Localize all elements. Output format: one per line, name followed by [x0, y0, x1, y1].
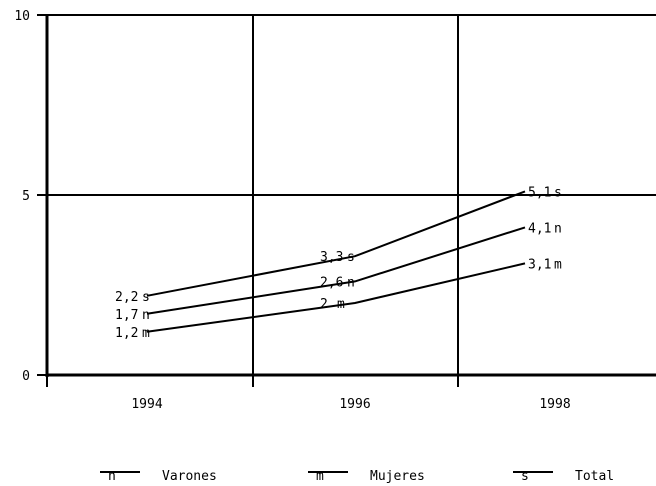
series-marker: m [554, 257, 562, 272]
series-marker: s [554, 185, 562, 200]
data-label: 3,1 [528, 257, 551, 272]
data-label: 3,3 [320, 250, 343, 265]
x-axis-ticks: 1994 1996 1998 [131, 397, 570, 412]
legend: n Varones m Mujeres s Total [100, 469, 614, 484]
x-tick-label: 1994 [131, 397, 162, 412]
series-marker: n [142, 308, 150, 323]
y-axis-ticks: 0 5 10 [14, 9, 47, 384]
data-label: 4,1 [528, 221, 551, 236]
data-label: 5,1 [528, 185, 551, 200]
data-label: 2,2 [115, 290, 138, 305]
x-tick-label: 1996 [339, 397, 370, 412]
data-labels: 1,7 n2,6 n4,1 n1,2 m2 m3,1 m2,2 s3,3 s5,1 s [115, 185, 562, 340]
series-line-varones [146, 226, 526, 315]
series-marker: s [142, 290, 150, 305]
data-label: 1,2 [115, 326, 138, 341]
legend-marker: n [108, 469, 116, 484]
series-line-total [146, 190, 526, 297]
y-tick-label: 5 [22, 189, 30, 204]
series-marker: s [347, 250, 355, 265]
series-line-mujeres [146, 262, 526, 333]
legend-marker: s [521, 469, 529, 484]
data-label: 2 [320, 297, 328, 312]
x-tick-label: 1998 [539, 397, 570, 412]
series-marker: m [142, 326, 150, 341]
legend-label: Varones [162, 469, 217, 484]
series-marker: n [347, 275, 355, 290]
data-label: 1,7 [115, 308, 138, 323]
legend-label: Total [575, 469, 614, 484]
series-lines [146, 190, 526, 333]
series-marker: m [337, 297, 345, 312]
legend-marker: m [316, 469, 324, 484]
y-tick-label: 10 [14, 9, 30, 24]
data-label: 2,6 [320, 275, 343, 290]
series-marker: n [554, 221, 562, 236]
y-tick-label: 0 [22, 369, 30, 384]
legend-label: Mujeres [370, 469, 425, 484]
